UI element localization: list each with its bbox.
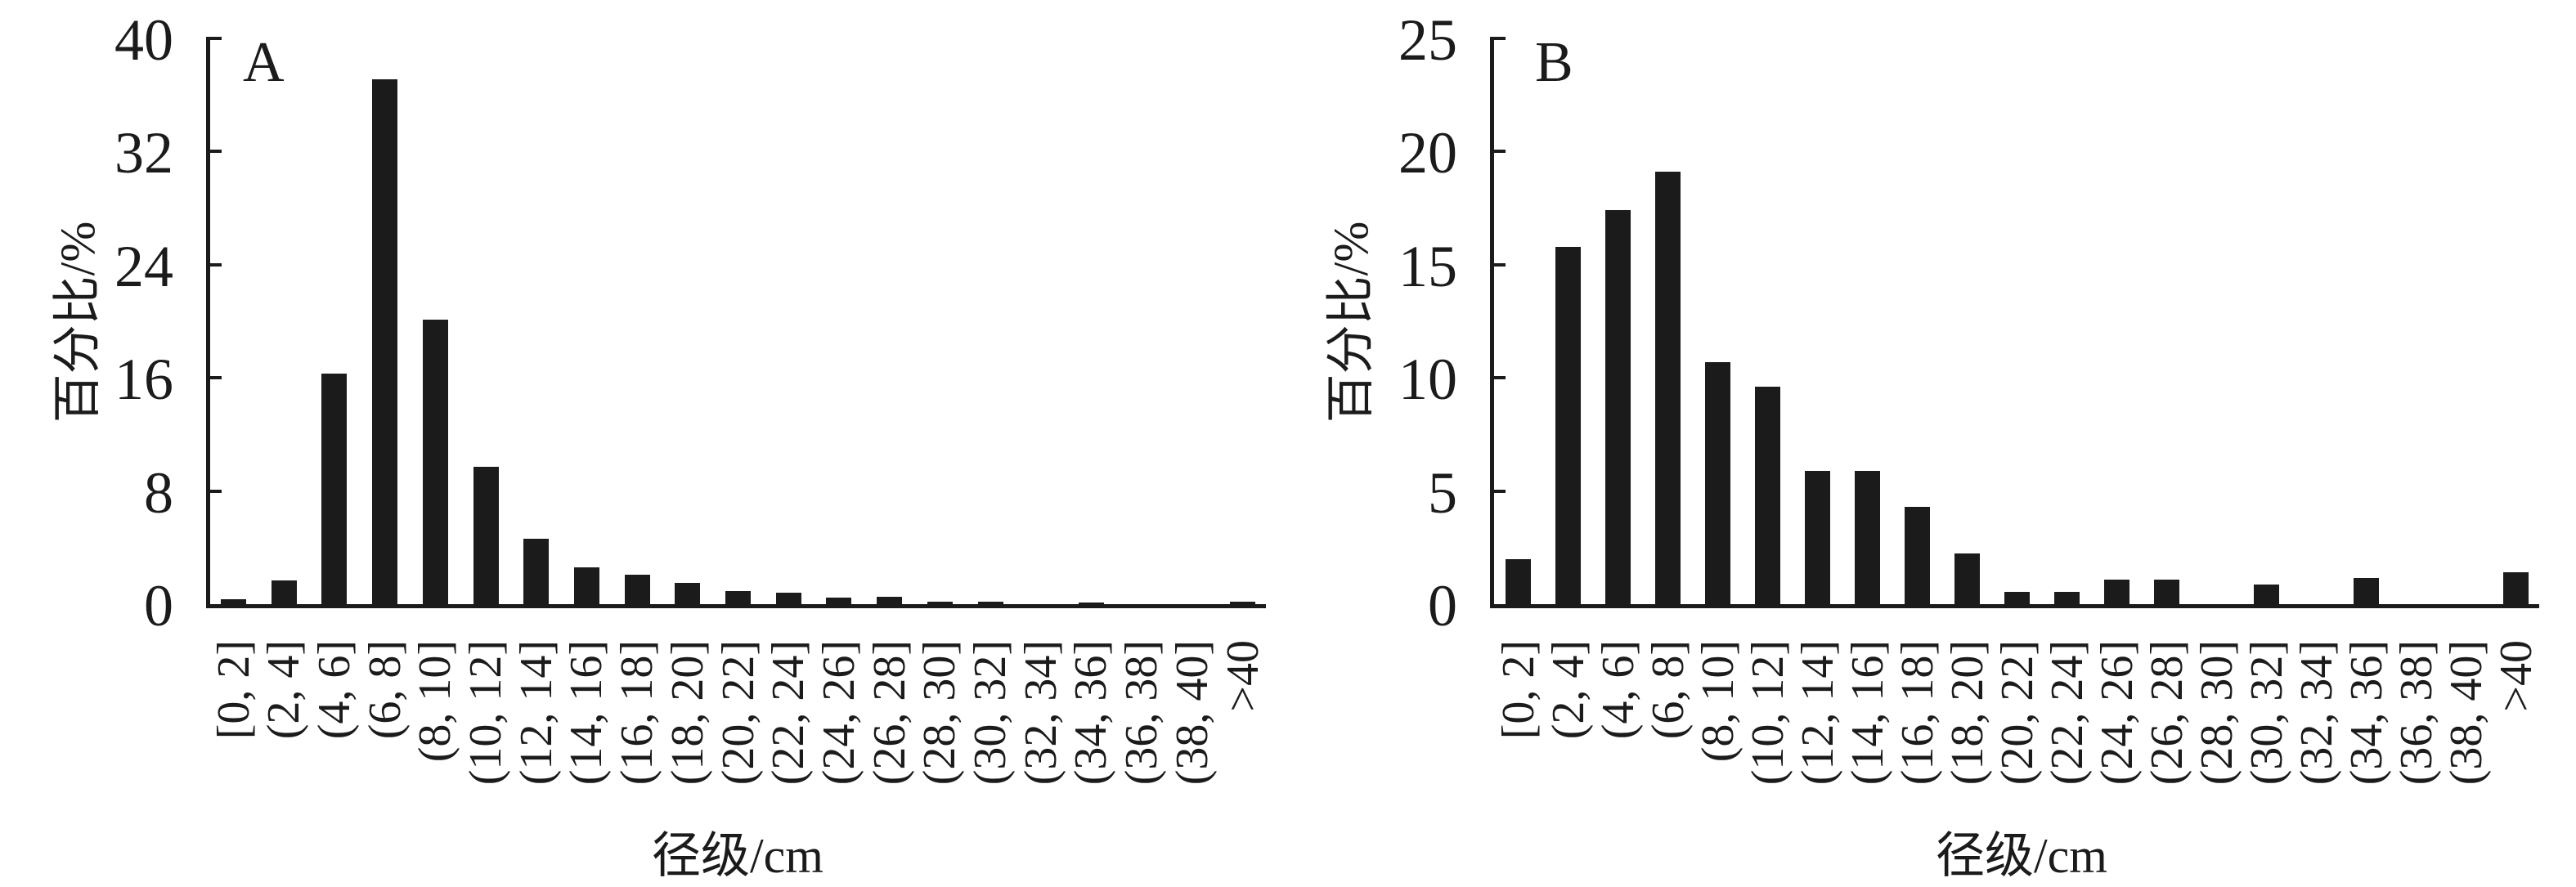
y-tick-label-b: 25 — [1398, 7, 1457, 73]
bar-a-12 — [826, 598, 852, 604]
x-tick-label-b: [0, 2] — [1492, 640, 1544, 740]
x-tick-label-b: (38, 40] — [2440, 640, 2492, 786]
y-tick-label-a: 16 — [114, 347, 173, 413]
y-tick-label-b: 0 — [1428, 573, 1457, 638]
bar-a-17 — [1078, 603, 1104, 604]
panel-letter-a: A — [243, 31, 285, 94]
y-tick-label-a: 24 — [114, 233, 173, 299]
x-tick-label-b: (36, 38] — [2390, 640, 2442, 786]
bar-b-17 — [2354, 578, 2379, 604]
bar-a-13 — [877, 597, 903, 604]
bar-b-13 — [2154, 579, 2179, 604]
bar-b-7 — [1855, 470, 1880, 604]
y-tick-b — [1494, 37, 1506, 40]
bar-b-10 — [2004, 591, 2030, 604]
y-axis-title-b: 百分比/% — [1324, 221, 1378, 423]
y-tick-b — [1494, 489, 1506, 493]
y-tick-label-a: 32 — [114, 120, 173, 186]
x-tick-label-b: (2, 4] — [1542, 640, 1594, 740]
y-tick-a — [210, 150, 222, 154]
bar-b-3 — [1655, 172, 1681, 604]
y-axis-b — [1490, 37, 1494, 608]
x-axis-a — [206, 604, 1266, 608]
bar-b-9 — [1954, 553, 1980, 604]
y-tick-b — [1494, 150, 1506, 154]
bar-b-1 — [1555, 246, 1581, 604]
y-tick-label-a: 0 — [144, 573, 173, 638]
y-tick-b — [1494, 262, 1506, 267]
bar-a-1 — [271, 580, 297, 604]
bar-b-5 — [1755, 387, 1780, 604]
bar-a-0 — [221, 598, 246, 604]
x-axis-b — [1490, 604, 2539, 608]
bar-a-3 — [372, 79, 398, 604]
bar-a-5 — [473, 467, 499, 604]
y-tick-label-b: 15 — [1398, 233, 1457, 299]
bar-a-14 — [927, 602, 953, 604]
bar-a-8 — [624, 574, 650, 604]
bar-a-10 — [725, 591, 751, 604]
x-tick-label-b: (8, 10] — [1692, 640, 1744, 763]
y-tick-label-b: 10 — [1398, 347, 1457, 413]
bar-a-6 — [523, 539, 550, 604]
y-tick-a — [210, 489, 222, 493]
y-tick-b — [1494, 376, 1506, 380]
bar-a-20 — [1230, 601, 1255, 604]
bar-b-0 — [1506, 558, 1531, 604]
y-tick-label-b: 20 — [1398, 120, 1457, 186]
y-tick-label-a: 40 — [114, 7, 173, 73]
bar-b-15 — [2254, 585, 2279, 604]
bar-a-9 — [675, 583, 701, 604]
y-tick-a — [210, 376, 222, 380]
bar-b-6 — [1805, 470, 1830, 604]
y-tick-label-a: 8 — [144, 459, 173, 526]
x-tick-label-b: (4, 6] — [1592, 640, 1644, 740]
bar-b-12 — [2104, 579, 2129, 604]
x-tick-label-b: (32, 34] — [2291, 640, 2342, 786]
x-tick-label-b: (34, 36] — [2340, 640, 2392, 786]
bar-a-15 — [977, 601, 1003, 604]
bar-b-8 — [1905, 506, 1930, 604]
bar-b-11 — [2054, 591, 2080, 604]
y-tick-label-b: 5 — [1428, 459, 1457, 526]
bar-b-20 — [2503, 572, 2529, 604]
x-tick-label-b: (6, 8] — [1642, 640, 1694, 740]
y-tick-a — [210, 262, 222, 267]
bar-a-7 — [573, 567, 599, 604]
panel-letter-b: B — [1535, 31, 1573, 94]
bar-a-2 — [321, 374, 348, 604]
bar-b-2 — [1605, 210, 1631, 604]
bar-a-4 — [422, 320, 448, 604]
bar-b-4 — [1705, 361, 1730, 604]
y-axis-a — [206, 37, 210, 608]
x-axis-title-b: 径级/cm — [1936, 829, 2107, 883]
y-tick-a — [210, 37, 222, 40]
x-tick-label-b: >40 — [2490, 640, 2542, 712]
bar-a-11 — [775, 593, 801, 604]
x-axis-title-a: 径级/cm — [652, 829, 824, 883]
